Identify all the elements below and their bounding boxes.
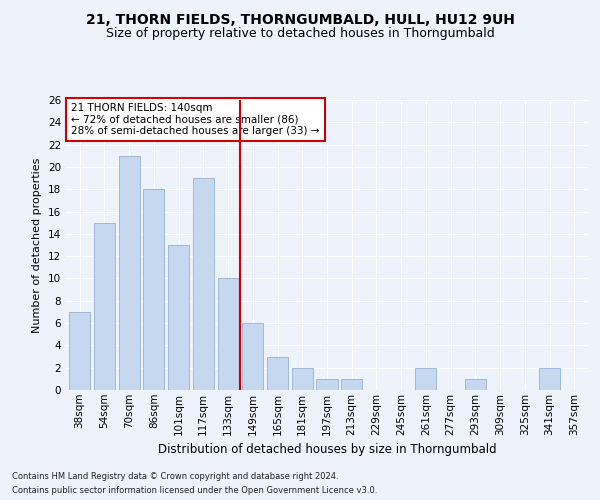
Bar	[119, 156, 140, 390]
Bar	[292, 368, 313, 390]
Y-axis label: Number of detached properties: Number of detached properties	[32, 158, 43, 332]
Bar	[168, 245, 189, 390]
Bar	[316, 379, 338, 390]
Text: Size of property relative to detached houses in Thorngumbald: Size of property relative to detached ho…	[106, 28, 494, 40]
Bar	[267, 356, 288, 390]
Bar	[143, 189, 164, 390]
Bar	[94, 222, 115, 390]
Text: 21 THORN FIELDS: 140sqm
← 72% of detached houses are smaller (86)
28% of semi-de: 21 THORN FIELDS: 140sqm ← 72% of detache…	[71, 103, 320, 136]
Bar	[465, 379, 486, 390]
Bar	[218, 278, 239, 390]
Bar	[242, 323, 263, 390]
Bar	[341, 379, 362, 390]
Bar	[415, 368, 436, 390]
Text: Contains HM Land Registry data © Crown copyright and database right 2024.: Contains HM Land Registry data © Crown c…	[12, 472, 338, 481]
Text: 21, THORN FIELDS, THORNGUMBALD, HULL, HU12 9UH: 21, THORN FIELDS, THORNGUMBALD, HULL, HU…	[86, 12, 514, 26]
Bar	[193, 178, 214, 390]
Text: Contains public sector information licensed under the Open Government Licence v3: Contains public sector information licen…	[12, 486, 377, 495]
X-axis label: Distribution of detached houses by size in Thorngumbald: Distribution of detached houses by size …	[158, 443, 496, 456]
Bar	[539, 368, 560, 390]
Bar	[69, 312, 90, 390]
